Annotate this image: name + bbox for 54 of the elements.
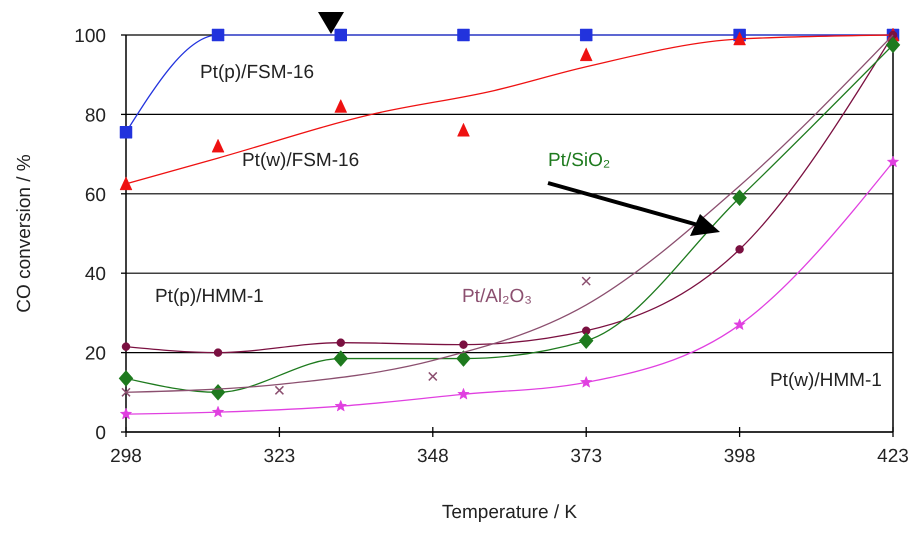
x-tick-label: 398 xyxy=(724,446,756,467)
point xyxy=(120,176,132,190)
point xyxy=(334,28,348,42)
point xyxy=(120,408,132,420)
y-axis-title: CO conversion / % xyxy=(14,154,35,313)
point xyxy=(457,28,470,42)
point xyxy=(580,376,592,388)
x-tick-label: 298 xyxy=(110,446,142,467)
point xyxy=(732,190,747,206)
x-tick-label: 423 xyxy=(877,446,909,467)
point xyxy=(456,350,471,367)
x-tick-label: 373 xyxy=(570,446,602,467)
x-tick-label: 323 xyxy=(264,446,296,467)
point xyxy=(578,332,594,349)
point xyxy=(334,400,347,412)
text: Pt/Al₂O₃ xyxy=(462,286,532,307)
point xyxy=(210,384,226,401)
point xyxy=(214,348,222,357)
text: Pt(w)/HMM-1 xyxy=(770,370,882,391)
point xyxy=(212,28,224,42)
y-tick-label: 40 xyxy=(84,264,106,286)
point xyxy=(733,32,746,46)
point xyxy=(580,28,592,42)
point xyxy=(274,386,284,396)
point xyxy=(334,350,348,367)
series-label: Pt(w)/FSM-16 xyxy=(242,150,360,171)
y-tick-label: 60 xyxy=(84,184,106,206)
x-tick-label: 348 xyxy=(416,446,449,467)
point xyxy=(457,123,470,137)
point xyxy=(212,406,224,418)
point xyxy=(120,126,132,139)
y-tick-label: 20 xyxy=(84,344,106,365)
y-tick-label: 80 xyxy=(84,105,106,126)
point xyxy=(121,388,131,398)
point xyxy=(334,99,348,113)
y-tick-label: 0 xyxy=(95,423,106,444)
point xyxy=(735,245,744,254)
text: Pt(p)/HMM-1 xyxy=(155,286,264,307)
point xyxy=(336,338,346,347)
y-tick-label: 100 xyxy=(74,26,106,47)
point xyxy=(887,156,899,168)
point xyxy=(580,48,592,62)
point xyxy=(428,372,438,382)
point xyxy=(122,342,130,351)
point xyxy=(886,36,900,54)
point xyxy=(734,318,746,330)
point xyxy=(118,370,134,387)
point xyxy=(458,388,470,400)
text: Pt/SiO₂ xyxy=(548,150,610,171)
point xyxy=(459,340,468,349)
x-axis-title: Temperature / K xyxy=(442,502,578,523)
series-label: Pt(p)/FSM-16 xyxy=(200,62,314,83)
point xyxy=(581,276,591,286)
point xyxy=(212,138,224,152)
